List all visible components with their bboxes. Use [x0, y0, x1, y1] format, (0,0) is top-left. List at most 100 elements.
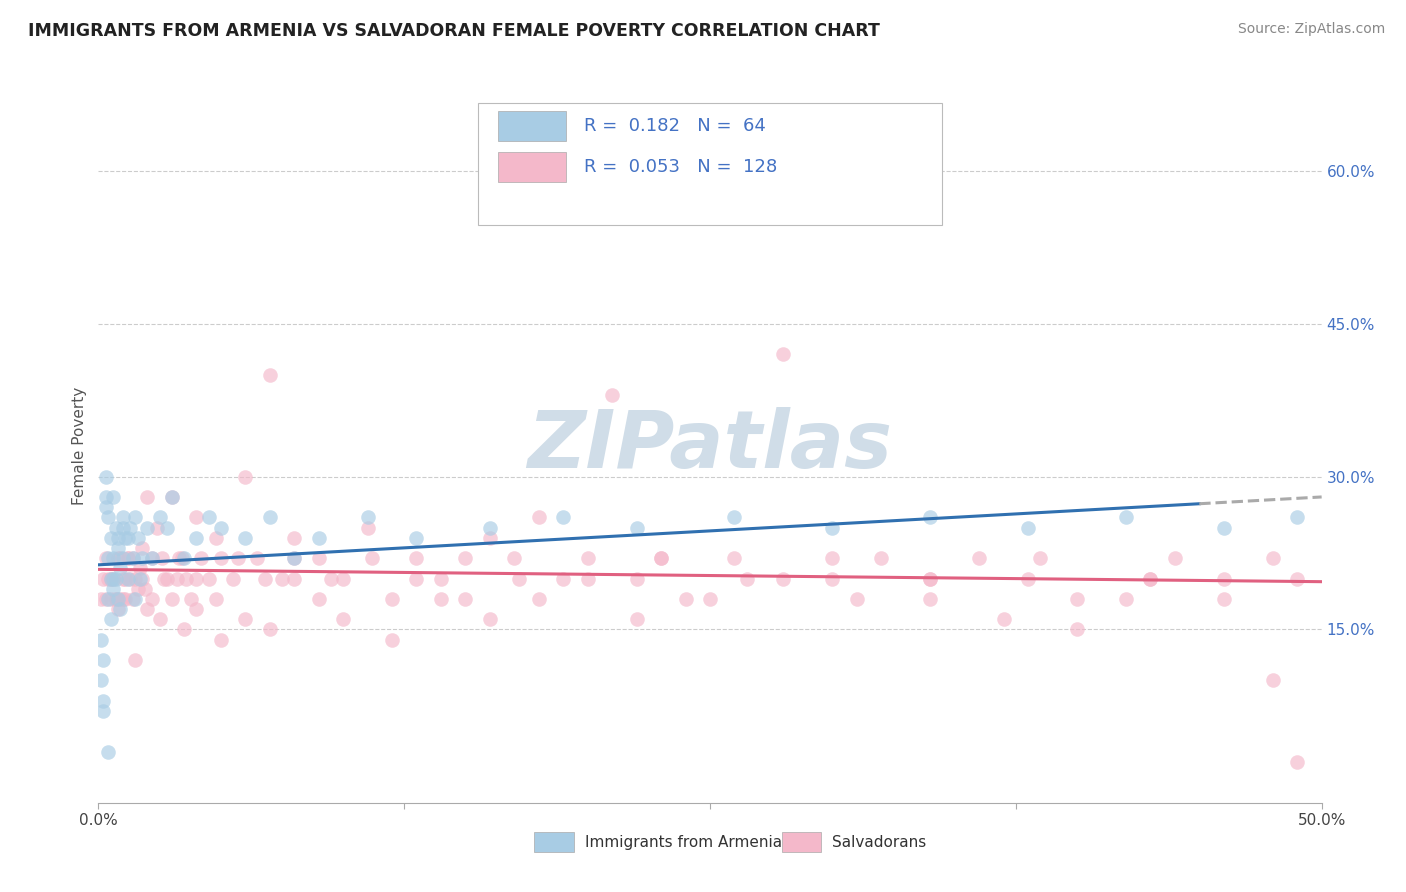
Point	[1017, 520, 1039, 534]
Point	[967, 551, 990, 566]
Point	[920, 572, 942, 586]
Text: ZIPatlas: ZIPatlas	[527, 407, 893, 485]
Point	[576, 551, 599, 566]
Point	[94, 591, 117, 606]
Point	[1286, 510, 1309, 524]
Point	[356, 510, 378, 524]
Point	[699, 591, 721, 606]
Point	[283, 551, 305, 566]
Point	[107, 602, 129, 616]
Point	[283, 551, 305, 566]
Point	[110, 591, 132, 606]
Point	[90, 673, 112, 688]
Point	[114, 591, 136, 606]
Point	[94, 469, 117, 483]
Point	[735, 572, 758, 586]
Point	[114, 531, 136, 545]
Point	[101, 572, 124, 586]
Point	[209, 520, 232, 534]
Point	[430, 591, 453, 606]
Point	[233, 469, 256, 483]
Point	[97, 745, 120, 759]
Point	[226, 551, 249, 566]
Point	[124, 591, 146, 606]
Point	[111, 551, 134, 566]
Point	[1261, 673, 1284, 688]
Point	[821, 551, 844, 566]
Point	[153, 572, 176, 586]
Point	[920, 510, 942, 524]
Point	[503, 551, 526, 566]
Point	[107, 591, 129, 606]
Point	[283, 531, 305, 545]
Text: R =  0.053   N =  128: R = 0.053 N = 128	[583, 158, 778, 176]
Point	[626, 572, 648, 586]
Text: Source: ZipAtlas.com: Source: ZipAtlas.com	[1237, 22, 1385, 37]
Point	[1066, 623, 1088, 637]
Point	[124, 510, 146, 524]
Text: Immigrants from Armenia: Immigrants from Armenia	[585, 835, 782, 849]
Point	[121, 551, 143, 566]
Point	[723, 510, 745, 524]
Point	[675, 591, 697, 606]
Point	[124, 572, 146, 586]
Point	[121, 551, 143, 566]
Point	[100, 572, 122, 586]
Point	[553, 572, 575, 586]
Point	[111, 510, 134, 524]
Point	[1115, 591, 1137, 606]
Point	[308, 591, 330, 606]
Point	[107, 551, 129, 566]
Point	[454, 591, 477, 606]
Point	[1029, 551, 1052, 566]
Point	[430, 572, 453, 586]
Point	[129, 572, 152, 586]
Point	[101, 582, 124, 596]
Point	[205, 591, 228, 606]
Point	[508, 572, 530, 586]
FancyBboxPatch shape	[498, 152, 565, 182]
Point	[160, 490, 183, 504]
Point	[117, 551, 139, 566]
Point	[111, 520, 134, 534]
Point	[141, 551, 163, 566]
Point	[259, 368, 281, 382]
Point	[100, 572, 122, 586]
Point	[246, 551, 269, 566]
Point	[1139, 572, 1161, 586]
Point	[141, 551, 163, 566]
Point	[186, 510, 208, 524]
Point	[1212, 520, 1234, 534]
Point	[553, 510, 575, 524]
Point	[478, 531, 501, 545]
Point	[90, 632, 112, 647]
Point	[160, 490, 183, 504]
Point	[209, 551, 232, 566]
Point	[626, 520, 648, 534]
Point	[101, 572, 124, 586]
Point	[186, 572, 208, 586]
Point	[283, 572, 305, 586]
Point	[101, 490, 124, 504]
Point	[527, 591, 550, 606]
Point	[141, 591, 163, 606]
Point	[150, 551, 173, 566]
Point	[120, 572, 142, 586]
Point	[821, 520, 844, 534]
Point	[101, 551, 124, 566]
Point	[1286, 755, 1309, 769]
Point	[772, 347, 794, 361]
Point	[1139, 572, 1161, 586]
Point	[94, 500, 117, 515]
Point	[111, 572, 134, 586]
Point	[332, 572, 354, 586]
Point	[308, 531, 330, 545]
Point	[1066, 591, 1088, 606]
Point	[270, 572, 294, 586]
Point	[117, 531, 139, 545]
Point	[97, 572, 120, 586]
Point	[127, 531, 149, 545]
Point	[576, 204, 599, 219]
Point	[104, 572, 127, 586]
FancyBboxPatch shape	[498, 112, 565, 141]
